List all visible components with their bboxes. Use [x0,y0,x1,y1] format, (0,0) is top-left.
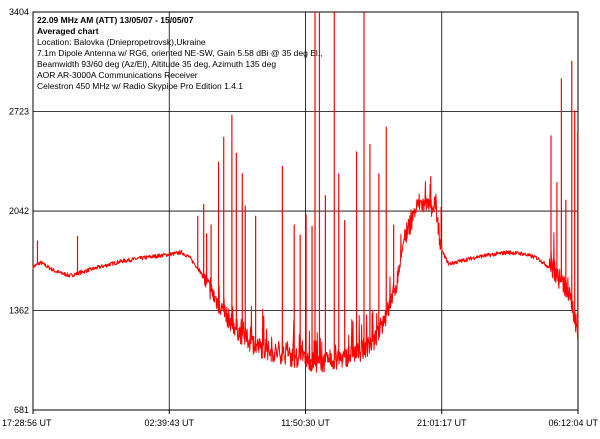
x-tick-label: 11:50:30 UT [281,418,330,428]
info-receiver: AOR AR-3000A Communications Receiver [37,70,198,80]
x-tick-label: 06:12:04 UT [548,418,598,428]
chart-info-block: 22.09 MHz AM (ATT) 13/05/07 - 15/05/07 A… [37,15,323,91]
y-axis-labels: 3404 2723 2042 1362 681 [9,7,29,415]
signal-spikes [36,12,579,364]
info-software: Celestron 450 MHz w/ Radio Skypipe Pro E… [37,81,243,91]
y-tick-label: 3404 [9,7,29,17]
x-tick-label: 21:01:17 UT [417,418,467,428]
x-tick-label: 17:28:56 UT [2,418,52,428]
info-antenna: 7.1m Dipole Antenna w/ RG6, oriented NE-… [37,48,323,58]
y-tick-label: 681 [14,405,29,415]
y-tick-label: 2042 [9,206,29,216]
info-location: Location: Balovka (Dniepropetrovsk),Ukra… [37,37,206,47]
y-tick-label: 2723 [9,107,29,117]
chart-subtitle: Averaged chart [37,26,99,36]
y-tick-label: 1362 [9,305,29,315]
chart-title: 22.09 MHz AM (ATT) 13/05/07 - 15/05/07 [37,15,194,25]
x-tick-label: 02:39:43 UT [144,418,194,428]
x-axis-labels: 17:28:56 UT 02:39:43 UT 11:50:30 UT 21:01:1… [2,418,599,428]
info-beamwidth: Beamwidth 93/60 deg (Az/El), Altitude 35… [37,59,276,69]
